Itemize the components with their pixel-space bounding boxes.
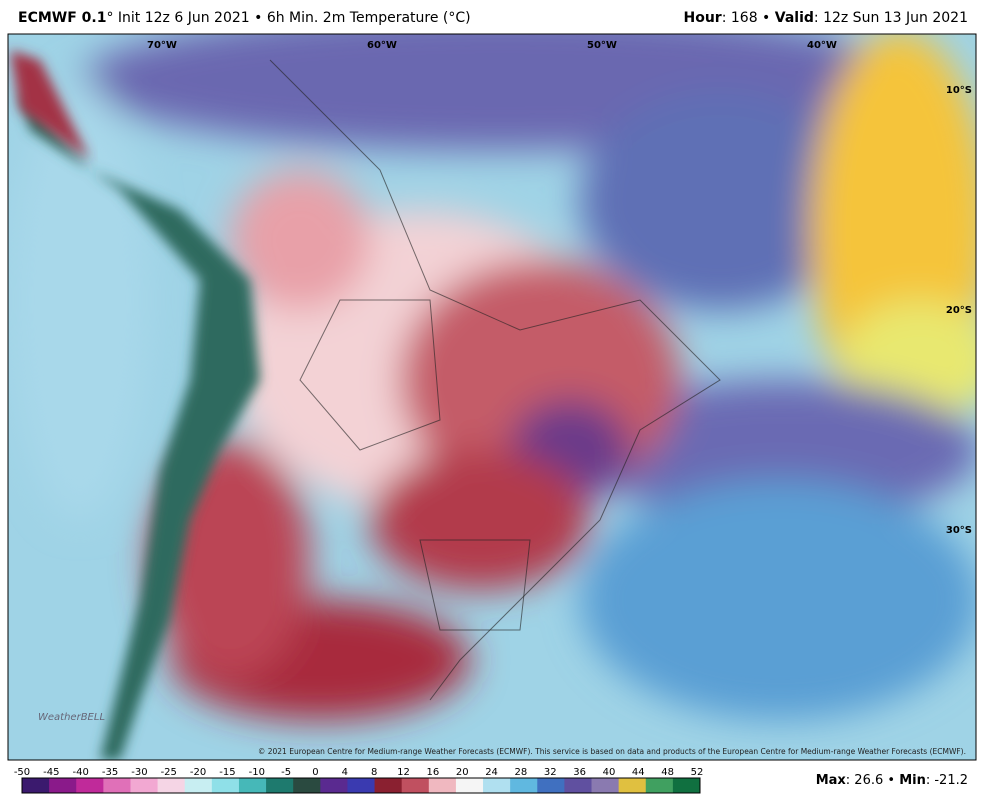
colorbar-swatch: [537, 778, 565, 793]
colorbar-swatch: [211, 778, 240, 793]
stats: Max: 26.6 • Min: -21.2: [816, 773, 968, 788]
colorbar-swatch: [266, 778, 294, 793]
colorbar-swatch: [374, 778, 403, 793]
colorbar-swatch: [22, 778, 50, 793]
colorbar-label: -40: [73, 767, 89, 778]
colorbar-label: 32: [544, 767, 557, 778]
colorbar-label: -35: [102, 767, 118, 778]
colorbar-swatch: [130, 778, 159, 793]
lon-label: 50°W: [587, 40, 617, 51]
map-frame: [7, 33, 977, 761]
colorbar-label: -50: [14, 767, 30, 778]
colorbar-swatch: [618, 778, 647, 793]
colorbar-swatch: [510, 778, 538, 793]
lat-label: 20°S: [946, 305, 972, 316]
colorbar-label: 48: [661, 767, 674, 778]
valid-info: Hour: 168 • Valid: 12z Sun 13 Jun 2021: [684, 10, 969, 26]
map: [8, 34, 976, 760]
lon-label: 40°W: [807, 40, 837, 51]
colorbar-label: -15: [219, 767, 235, 778]
colorbar-label: -5: [281, 767, 291, 778]
lat-label: 30°S: [946, 525, 972, 536]
colorbar-label: -20: [190, 767, 206, 778]
colorbar-label: 12: [397, 767, 410, 778]
colorbar-swatch: [238, 778, 267, 793]
colorbar-swatch: [184, 778, 213, 793]
colorbar-swatch: [401, 778, 430, 793]
colorbar-swatch: [455, 778, 484, 793]
colorbar-label: 16: [427, 767, 440, 778]
colorbar: -50 -45 -40 -35 -30 -25 -20 -15 -10 -5 0 4 8 12 16 20 24…: [14, 767, 704, 794]
colorbar-swatch: [591, 778, 620, 793]
lon-label: 60°W: [367, 40, 397, 51]
lon-labels: 70°W 60°W 50°W 40°W: [147, 40, 837, 51]
colorbar-label: 52: [691, 767, 704, 778]
colorbar-label: 36: [573, 767, 586, 778]
colorbar-swatch: [428, 778, 457, 793]
colorbar-label: -30: [131, 767, 147, 778]
colorbar-swatch: [103, 778, 131, 793]
colorbar-swatch: [645, 778, 674, 793]
lon-label: 70°W: [147, 40, 177, 51]
colorbar-swatch: [483, 778, 511, 793]
lat-label: 10°S: [946, 85, 972, 96]
colorbar-swatch: [157, 778, 186, 793]
colorbar-label: 4: [342, 767, 348, 778]
colorbar-label: 28: [515, 767, 528, 778]
colorbar-label: -10: [249, 767, 265, 778]
colorbar-swatch: [320, 778, 348, 793]
colorbar-label: 44: [632, 767, 645, 778]
colorbar-label: 40: [603, 767, 616, 778]
colorbar-swatch: [49, 778, 77, 793]
colorbar-frame: [21, 777, 701, 794]
colorbar-label: 0: [312, 767, 318, 778]
copyright: © 2021 European Centre for Medium-range …: [258, 747, 966, 756]
colorbar-label: 8: [371, 767, 377, 778]
colorbar-label: 24: [485, 767, 498, 778]
colorbar-swatch: [347, 778, 376, 793]
colorbar-swatch: [76, 778, 104, 793]
colorbar-label: -45: [43, 767, 59, 778]
colorbar-label: 20: [456, 767, 469, 778]
title: ECMWF 0.1° Init 12z 6 Jun 2021 • 6h Min.…: [18, 10, 471, 26]
colorbar-swatch: [672, 778, 701, 793]
colorbar-swatch: [293, 778, 321, 793]
lat-labels: 10°S 20°S 30°S: [946, 85, 972, 536]
colorbar-swatch: [564, 778, 593, 793]
logo: WeatherBELL: [38, 712, 105, 723]
colorbar-label: -25: [161, 767, 177, 778]
